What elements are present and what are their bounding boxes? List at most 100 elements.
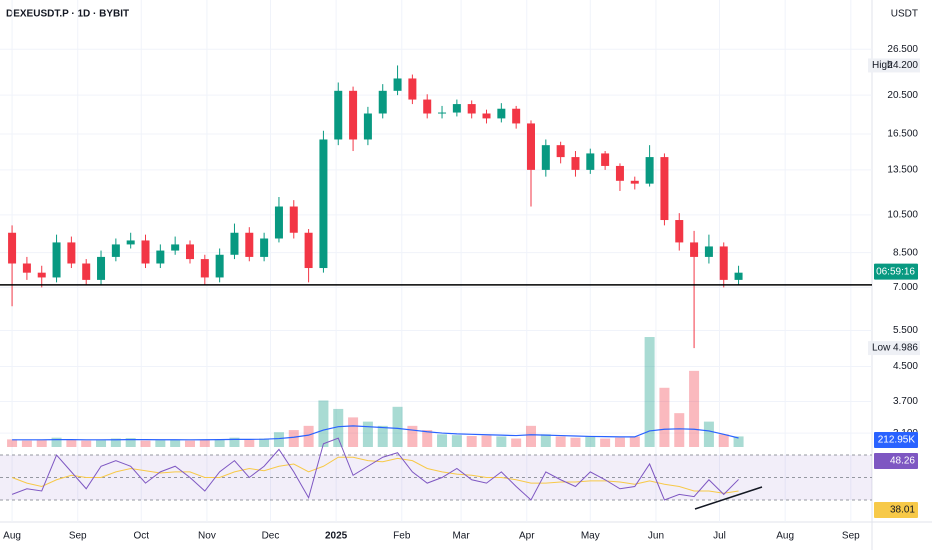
y-tick-label: 5.500 <box>893 325 918 336</box>
volume-bar <box>140 440 151 447</box>
volume-bar <box>7 439 18 447</box>
candle-body <box>482 113 491 119</box>
volume-bar <box>600 438 611 447</box>
volume-bar <box>481 435 492 447</box>
y-tick-label: 7.000 <box>893 282 918 293</box>
volume-bar <box>570 437 581 447</box>
candle-body <box>111 244 120 257</box>
candle-body <box>645 157 654 184</box>
high-marker-value: 24.200 <box>887 60 918 71</box>
volume-bar <box>629 436 640 447</box>
volume-bar <box>422 430 433 447</box>
currency: USDT <box>891 9 918 20</box>
volume-bar <box>170 439 181 447</box>
rsi-ma-value: 38.01 <box>890 505 915 516</box>
volume-bar <box>392 406 403 447</box>
volume-bar <box>348 417 359 447</box>
y-tick-label: 4.500 <box>893 361 918 372</box>
volume-bar <box>125 438 136 447</box>
candle-body <box>52 242 61 278</box>
candle-body <box>438 112 447 114</box>
candle-body <box>97 256 106 280</box>
volume-bar <box>718 434 729 447</box>
volume-bar <box>555 436 566 447</box>
candle-body <box>734 272 743 280</box>
volume-bar <box>496 436 507 447</box>
volume-bar <box>110 438 121 447</box>
candle-body <box>541 145 550 170</box>
x-tick-label: Mar <box>452 531 470 542</box>
y-tick-label: 20.500 <box>887 90 918 101</box>
volume-bar <box>674 413 685 447</box>
x-tick-label: Jun <box>648 531 664 542</box>
candle-body <box>22 263 31 273</box>
y-tick-label: 16.500 <box>887 129 918 140</box>
volume-bar <box>451 435 462 447</box>
volume-bar <box>259 438 270 447</box>
candle-body <box>586 153 595 170</box>
countdown: 06:59:16 <box>876 266 915 277</box>
y-tick-label: 10.500 <box>887 209 918 220</box>
candle-body <box>363 113 372 140</box>
x-tick-label: Aug <box>776 531 794 542</box>
candle-body <box>156 250 165 264</box>
volume-bar <box>407 425 418 447</box>
volume-bar <box>214 439 225 447</box>
volume-bar <box>525 425 536 447</box>
volume-bar <box>377 425 388 447</box>
volume-bar <box>244 439 255 447</box>
candle-body <box>630 180 639 184</box>
low-marker-value: 4.986 <box>893 343 918 354</box>
x-tick-label: Aug <box>3 531 21 542</box>
volume-ma-value-bg <box>874 432 918 448</box>
candle-body <box>334 90 343 140</box>
high-marker-bg <box>868 58 920 73</box>
volume-bar <box>229 437 240 447</box>
volume-bar <box>318 400 329 447</box>
rsi-value: 48.26 <box>890 456 915 467</box>
candle-body <box>260 238 269 257</box>
y-tick-label: 26.500 <box>887 44 918 55</box>
low-marker-bg <box>868 341 920 356</box>
volume-bar <box>155 440 166 447</box>
rsi-line <box>11 437 739 501</box>
candle-body <box>675 220 684 243</box>
y-tick-label: 13.500 <box>887 165 918 176</box>
x-tick-label: 2025 <box>325 531 348 542</box>
volume-bar <box>703 421 714 447</box>
x-tick-label: Sep <box>842 531 860 542</box>
candle-body <box>230 232 239 255</box>
candle-body <box>274 206 283 239</box>
volume-bar <box>273 432 284 447</box>
candle-body <box>378 90 387 114</box>
volume-bar <box>362 421 373 447</box>
volume-bar <box>733 436 744 447</box>
x-tick-label: May <box>581 531 600 542</box>
candle-body <box>289 206 298 233</box>
volume-bar <box>184 440 195 447</box>
volume-bar <box>81 440 92 447</box>
candle-body <box>467 104 476 114</box>
candle-body <box>526 123 535 170</box>
countdown-bg <box>874 263 918 280</box>
candle-body <box>601 153 610 166</box>
low-marker-label: Low <box>872 343 891 354</box>
trend-line <box>694 486 763 510</box>
candle-body <box>719 246 728 280</box>
rsi-ma-value-bg <box>874 502 918 518</box>
candle-body <box>497 108 506 119</box>
y-tick-label: 3.700 <box>893 396 918 407</box>
candle-body <box>512 108 521 124</box>
x-tick-label: Oct <box>133 531 149 542</box>
candle-body <box>704 246 713 257</box>
volume-bar <box>96 440 107 447</box>
candle-body <box>200 259 209 278</box>
volume-bar <box>21 440 32 447</box>
volume-bar <box>66 439 77 447</box>
candle-body <box>37 272 46 278</box>
candle-body <box>82 263 91 280</box>
volume-bar <box>540 434 551 447</box>
candle-body <box>171 244 180 251</box>
candle-body <box>8 232 17 264</box>
